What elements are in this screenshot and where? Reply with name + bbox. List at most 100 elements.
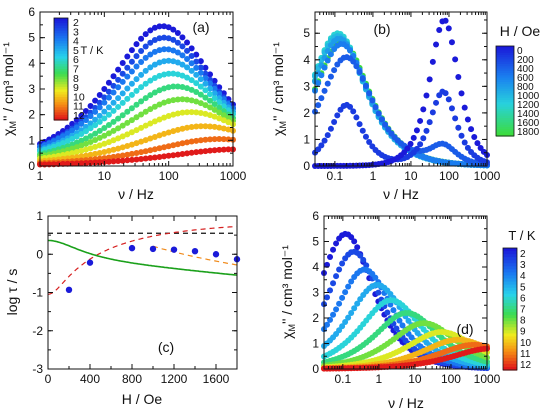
panel-a-point [184,150,191,157]
panel-b-label: (b) [373,21,390,37]
panel-c-lines [48,225,237,295]
panel-a-point [207,147,214,154]
panel-a-colorbar-band [54,33,68,37]
panel-a-point [216,109,223,116]
panel-a-point [147,51,154,58]
panel-b-ytick-label: 2 [303,106,310,120]
panel-b-colorbar-band [496,106,514,110]
panel-d-colorbar-band [503,315,517,319]
panel-b-point [474,140,481,147]
panel-d-colorbar-band [503,312,517,316]
panel-a-point [96,104,103,111]
panel-a-point [110,153,117,160]
panel-d-point [327,253,334,260]
panel-a-point [73,124,80,131]
panel-b-point [448,39,455,46]
panel-b-point [378,116,385,123]
panel-a-point [142,80,149,87]
panel-a-point [165,129,172,136]
panel-a-ylabel-sub: M [8,121,18,129]
panel-c-ytick-label: 1 [36,209,43,223]
panel-c-dashed-red [48,225,237,295]
panel-a-point [197,69,204,76]
panel-a-point [170,26,177,33]
panel-a-point [87,133,94,140]
panel-a-point [202,94,209,101]
panel-a-colorbar-band [54,84,68,88]
panel-d-ytick-label: 5 [312,235,319,249]
panel-b-colorbar-band [496,100,514,103]
panel-b-point [429,109,436,116]
panel-a-point [115,153,122,160]
panel-b-point [417,141,424,148]
panel-b-colorbar-band [496,115,514,119]
panel-a-point [188,60,195,67]
panel-a-point [161,130,168,137]
panel-a-colorbar-band [54,94,68,98]
panel-a-ylabel-rest: '' / cm³ mol⁻¹ [0,42,16,121]
panel-a-colorbar-band [54,91,68,96]
panel-a-colorbar-band [54,97,68,101]
panel-b-colorbar-tick-label: 1000 [517,91,540,102]
panel-b-colorbar-band [496,57,514,61]
panel-a-point [101,148,108,155]
panel-a-point [165,70,172,77]
panel-a-point [147,27,154,34]
panel-b-colorbar-band [496,68,514,72]
panel-c-label: (c) [158,339,174,355]
panel-a-point [142,122,149,129]
panel-a-point [165,143,172,150]
panel-c: 0 400 800 1200 1600 -3 -2 -1 0 1 (c) H / Oe log … [4,209,241,407]
panel-a-point [78,147,85,154]
panel-a-point [138,84,145,91]
panel-a-point [151,154,158,161]
panel-a-point [128,91,135,98]
panel-d-point [372,274,379,281]
panel-d-label: (d) [456,321,473,337]
panel-a-point [216,146,223,153]
panel-d-point [345,314,352,321]
panel-a-point [128,150,135,157]
panel-b-colorbar-band [496,70,514,74]
panel-a-point [133,156,140,163]
panel-d-point [390,307,397,314]
panel-a-point [156,145,163,152]
panel-b-point [458,132,465,139]
panel-b-colorbar-band [496,122,514,126]
panel-a-point [202,148,209,155]
panel-d-xtick-label: 100 [441,372,461,386]
panel-b-point [315,80,322,87]
panel-a-point [142,137,149,144]
panel-a-point [78,130,85,137]
panel-a-point [216,115,223,122]
panel-a-point [225,107,232,114]
panel-d-colorbar-tick-label: 7 [520,305,526,316]
panel-b-point [448,105,455,112]
panel-a-point [147,39,154,46]
panel-a-point [174,71,181,78]
panel-a-point [202,87,209,94]
panel-c-point [86,259,94,266]
panel-a-point [184,139,191,146]
panel-a-point [216,124,223,131]
panel-a-point [96,142,103,149]
panel-a-point [105,88,112,95]
panel-d-colorbar-band [503,360,517,365]
panel-d-point [333,273,340,280]
panel-a-point [138,138,145,145]
panel-a-point [92,143,99,150]
panel-a-point [105,122,112,129]
panel-a-point [170,97,177,104]
panel-a-point [82,135,89,142]
panel-a-colorbar-band [54,61,68,65]
panel-a-colorbar-band [54,23,68,27]
panel-a-point [156,72,163,79]
panel-a-point [105,154,112,161]
panel-d-point [330,280,337,287]
panel-a-point [82,107,89,114]
panel-a-point [147,106,154,113]
panel-b-colorbar-band [496,52,514,56]
panel-a-point [156,132,163,139]
panel-a-point [128,105,135,112]
panel-d-colorbar-band [503,339,517,344]
